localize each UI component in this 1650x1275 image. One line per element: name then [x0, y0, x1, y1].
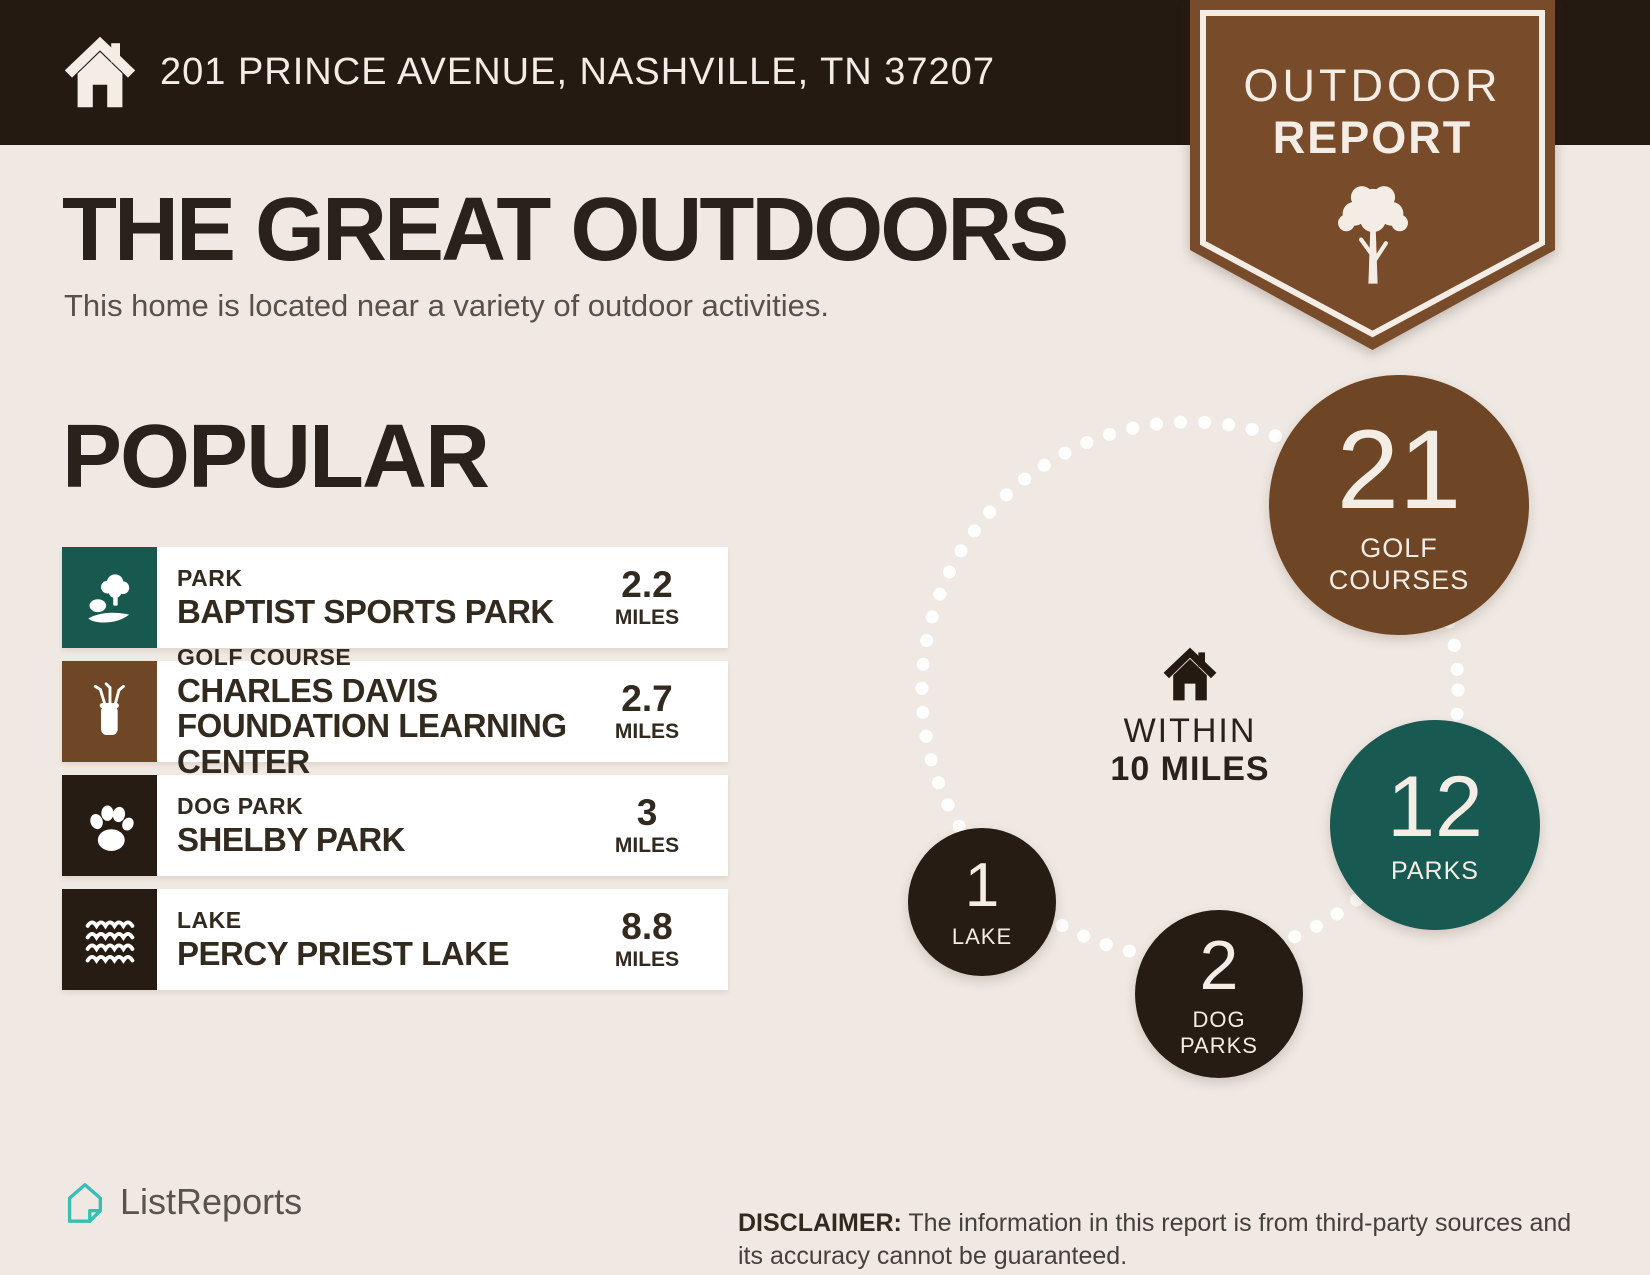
list-item-lake: LAKE PERCY PRIEST LAKE 8.8 MILES — [62, 889, 728, 990]
distance-unit: MILES — [614, 605, 680, 629]
within-distance-label: 10 MILES — [1110, 750, 1270, 788]
venue-name: PERCY PRIEST LAKE — [177, 935, 509, 973]
distance-unit: MILES — [614, 719, 680, 743]
paw-icon — [89, 805, 134, 851]
stat-value: 1 — [964, 850, 1000, 920]
venue-name: BAPTIST SPORTS PARK — [177, 593, 554, 631]
lake-text: LAKE PERCY PRIEST LAKE — [157, 889, 572, 990]
park-text: PARK BAPTIST SPORTS PARK — [157, 547, 572, 648]
outdoor-report-badge: OUTDOOR REPORT — [1190, 0, 1555, 352]
stat-label: LAKE — [951, 923, 1013, 949]
list-item-park: PARK BAPTIST SPORTS PARK 2.2 MILES — [62, 547, 728, 648]
venue-name: CHARLES DAVIS FOUNDATION LEARNING CENTER — [177, 672, 567, 780]
park-trees-icon — [87, 573, 129, 622]
popular-list: PARK BAPTIST SPORTS PARK 2.2 MILES — [62, 547, 728, 1003]
dog-park-tile — [62, 775, 157, 876]
disclaimer-text: The information in this report is from t… — [738, 1209, 1572, 1270]
disclaimer: DISCLAIMER: The information in this repo… — [738, 1207, 1593, 1272]
golf-text: GOLF COURSE CHARLES DAVIS FOUNDATION LEA… — [157, 644, 572, 779]
list-item-dog-park: DOG PARK SHELBY PARK 3 MILES — [62, 775, 728, 876]
listreports-house-logo — [67, 1183, 102, 1223]
within-label: WITHIN — [1123, 712, 1257, 750]
stat-parks: 12 PARKS — [1330, 720, 1540, 930]
venue-name: SHELBY PARK — [177, 821, 405, 859]
category-label: GOLF COURSE — [177, 644, 352, 671]
distance-unit: MILES — [614, 833, 680, 857]
page-title: THE GREAT OUTDOORS — [62, 180, 1069, 280]
stat-golf-courses: 21 GOLF COURSES — [1269, 375, 1529, 635]
page-subtitle: This home is located near a variety of o… — [64, 288, 830, 323]
distance-value: 2.7 — [621, 677, 673, 719]
list-item-golf-course: GOLF COURSE CHARLES DAVIS FOUNDATION LEA… — [62, 644, 728, 779]
category-label: PARK — [177, 565, 243, 592]
stat-label: GOLF COURSES — [1328, 532, 1470, 595]
stat-value: 21 — [1336, 406, 1462, 532]
badge-title-line2: REPORT — [1272, 112, 1473, 163]
stat-lake: 1 LAKE — [908, 828, 1056, 976]
disclaimer-label: DISCLAIMER: — [738, 1209, 902, 1237]
listreports-brand: ListReports — [60, 1178, 302, 1226]
category-label: LAKE — [177, 907, 242, 934]
house-icon — [1163, 647, 1217, 701]
distance-value: 8.8 — [621, 905, 673, 947]
park-distance: 2.2 MILES — [572, 547, 728, 648]
park-tile — [62, 547, 157, 648]
badge-ribbon-shape — [1190, 0, 1555, 350]
stat-dog-parks: 2 DOG PARKS — [1135, 910, 1303, 1078]
dog-park-distance: 3 MILES — [572, 775, 728, 876]
stat-label: DOG PARKS — [1180, 1006, 1258, 1058]
stat-label: PARKS — [1391, 856, 1479, 885]
brand-name: ListReports — [120, 1181, 303, 1222]
property-address: 201 PRINCE AVENUE, NASHVILLE, TN 37207 — [160, 51, 995, 93]
distance-value: 2.2 — [621, 563, 673, 605]
stat-value: 2 — [1199, 925, 1239, 1004]
distance-unit: MILES — [614, 947, 680, 971]
stat-value: 12 — [1387, 758, 1483, 855]
lake-distance: 8.8 MILES — [572, 889, 728, 990]
tree-icon — [1338, 186, 1408, 284]
dog-park-text: DOG PARK SHELBY PARK — [157, 775, 572, 876]
distance-value: 3 — [636, 791, 658, 833]
golf-tile — [62, 661, 157, 762]
popular-heading: POPULAR — [62, 407, 490, 507]
waves-icon — [85, 920, 134, 964]
badge-title-line1: OUTDOOR — [1243, 60, 1502, 111]
golf-distance: 2.7 MILES — [572, 661, 728, 762]
house-icon — [64, 36, 136, 108]
category-label: DOG PARK — [177, 793, 304, 820]
golf-bag-icon — [93, 681, 125, 735]
lake-tile — [62, 889, 157, 990]
